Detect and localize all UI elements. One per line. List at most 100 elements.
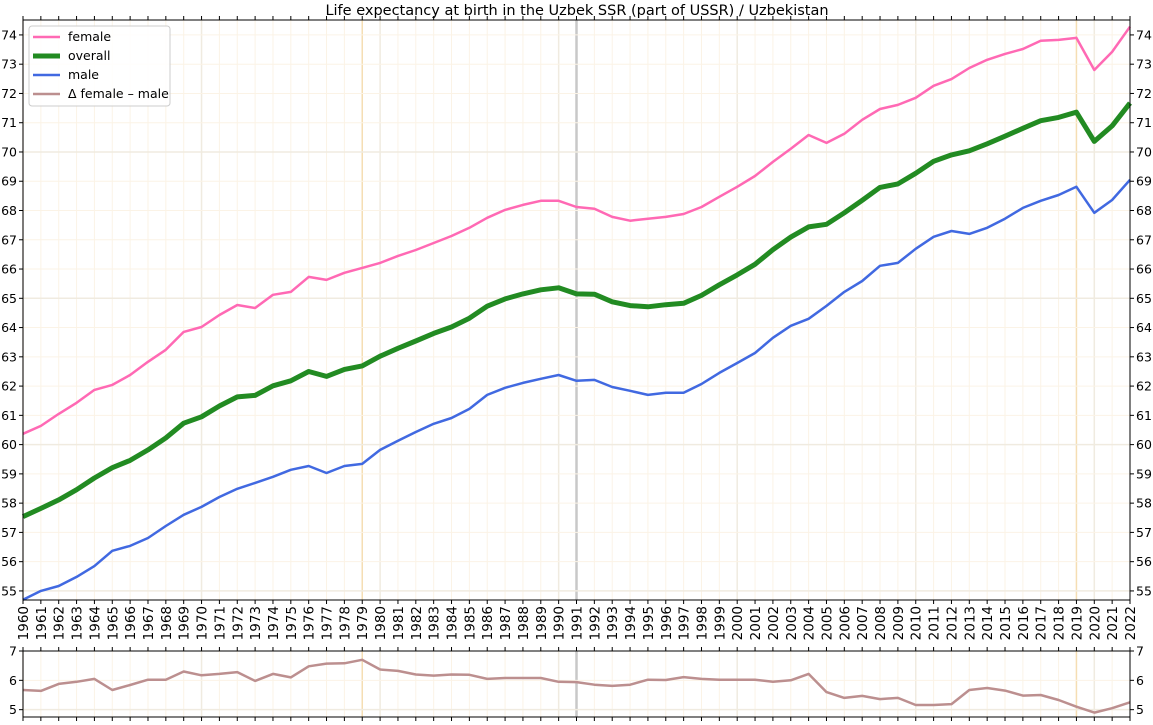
xtick-label-1966: 1966 <box>123 606 139 640</box>
xtick-label-2019: 2019 <box>1069 606 1085 640</box>
xtick-label-1974: 1974 <box>266 606 282 640</box>
xtick-label-1980: 1980 <box>373 606 389 640</box>
main-ytick-label-right: 66 <box>1136 262 1152 277</box>
xtick-label-1962: 1962 <box>52 606 68 640</box>
xtick-label-1998: 1998 <box>694 606 710 640</box>
main-ytick-label-right: 59 <box>1136 466 1152 481</box>
xtick-label-1977: 1977 <box>320 606 336 640</box>
legend-label-overall: overall <box>68 48 110 63</box>
xtick-label-1973: 1973 <box>248 606 264 640</box>
main-ytick-label-left: 63 <box>1 349 17 364</box>
delta-ytick-label-left: 6 <box>9 673 17 688</box>
xtick-label-1982: 1982 <box>409 606 425 640</box>
xtick-label-2000: 2000 <box>730 606 746 640</box>
xtick-label-1965: 1965 <box>105 606 121 640</box>
legend-label-delta: Δ female – male <box>68 86 169 101</box>
main-ytick-label-left: 62 <box>1 379 17 394</box>
xtick-label-1995: 1995 <box>641 606 657 640</box>
xtick-label-1999: 1999 <box>712 606 728 640</box>
main-ytick-label-left: 57 <box>1 525 17 540</box>
main-ytick-label-right: 74 <box>1136 27 1152 42</box>
xtick-label-2004: 2004 <box>802 606 818 640</box>
xtick-label-2012: 2012 <box>944 606 960 640</box>
main-ytick-label-left: 71 <box>1 115 17 130</box>
xtick-label-2017: 2017 <box>1034 606 1050 640</box>
xtick-label-1964: 1964 <box>87 606 103 640</box>
xtick-label-2001: 2001 <box>748 606 764 640</box>
xtick-label-1989: 1989 <box>534 606 550 640</box>
main-ytick-label-right: 64 <box>1136 320 1152 335</box>
main-ytick-label-right: 65 <box>1136 291 1152 306</box>
xtick-label-1986: 1986 <box>480 606 496 640</box>
main-ytick-label-right: 63 <box>1136 349 1152 364</box>
xtick-label-2011: 2011 <box>927 606 943 640</box>
xtick-label-2009: 2009 <box>891 606 907 640</box>
main-ytick-label-left: 65 <box>1 291 17 306</box>
main-ytick-label-right: 71 <box>1136 115 1152 130</box>
xtick-label-2014: 2014 <box>980 606 996 640</box>
xtick-label-1969: 1969 <box>177 606 193 640</box>
xtick-label-2003: 2003 <box>784 606 800 640</box>
xtick-label-2008: 2008 <box>873 606 889 640</box>
xtick-label-1997: 1997 <box>677 606 693 640</box>
xtick-label-1992: 1992 <box>587 606 603 640</box>
main-ytick-label-right: 72 <box>1136 86 1152 101</box>
xtick-label-2002: 2002 <box>766 606 782 640</box>
delta-ytick-label-left: 7 <box>9 644 17 659</box>
main-ytick-label-left: 64 <box>1 320 17 335</box>
xtick-label-1991: 1991 <box>570 606 586 640</box>
main-ytick-label-right: 55 <box>1136 583 1152 598</box>
xtick-label-1971: 1971 <box>212 606 228 640</box>
main-ytick-label-left: 69 <box>1 174 17 189</box>
xtick-label-2021: 2021 <box>1105 606 1121 640</box>
legend-label-male: male <box>68 67 99 82</box>
xtick-label-1983: 1983 <box>427 606 443 640</box>
xtick-label-1961: 1961 <box>34 606 50 640</box>
main-ytick-label-left: 72 <box>1 86 17 101</box>
xtick-label-1994: 1994 <box>623 606 639 640</box>
main-ytick-label-left: 70 <box>1 144 17 159</box>
xtick-label-2015: 2015 <box>998 606 1014 640</box>
main-ytick-label-left: 67 <box>1 232 17 247</box>
xtick-label-1975: 1975 <box>284 606 300 640</box>
main-ytick-label-left: 59 <box>1 466 17 481</box>
xtick-label-1970: 1970 <box>195 606 211 640</box>
main-ytick-label-right: 57 <box>1136 525 1152 540</box>
main-ytick-label-right: 69 <box>1136 174 1152 189</box>
main-ytick-label-left: 56 <box>1 554 17 569</box>
xtick-label-1976: 1976 <box>302 606 318 640</box>
xtick-label-1967: 1967 <box>141 606 157 640</box>
xtick-label-1978: 1978 <box>337 606 353 640</box>
main-ytick-label-left: 73 <box>1 57 17 72</box>
main-ytick-label-right: 67 <box>1136 232 1152 247</box>
legend-label-female: female <box>68 29 111 44</box>
xtick-label-2010: 2010 <box>909 606 925 640</box>
xtick-label-1981: 1981 <box>391 606 407 640</box>
xtick-label-2007: 2007 <box>855 606 871 640</box>
main-ytick-label-left: 60 <box>1 437 17 452</box>
main-ytick-label-right: 70 <box>1136 144 1152 159</box>
xtick-label-2020: 2020 <box>1087 606 1103 640</box>
xtick-label-2016: 2016 <box>1016 606 1032 640</box>
main-ytick-label-right: 73 <box>1136 57 1152 72</box>
xtick-label-1968: 1968 <box>159 606 175 640</box>
main-ytick-label-right: 62 <box>1136 379 1152 394</box>
main-ytick-label-right: 68 <box>1136 203 1152 218</box>
xtick-label-1963: 1963 <box>70 606 86 640</box>
xtick-label-1979: 1979 <box>355 606 371 640</box>
delta-ytick-label-right: 6 <box>1136 673 1144 688</box>
main-ytick-label-left: 74 <box>1 27 17 42</box>
xtick-label-1993: 1993 <box>605 606 621 640</box>
xtick-label-2018: 2018 <box>1052 606 1068 640</box>
main-ytick-label-left: 66 <box>1 262 17 277</box>
main-ytick-label-right: 58 <box>1136 496 1152 511</box>
delta-grid <box>23 651 1130 717</box>
xtick-label-1988: 1988 <box>516 606 532 640</box>
main-ytick-label-left: 61 <box>1 408 17 423</box>
delta-ytick-label-right: 5 <box>1136 702 1144 717</box>
xtick-label-2013: 2013 <box>962 606 978 640</box>
delta-ytick-label-left: 5 <box>9 702 17 717</box>
xtick-label-1990: 1990 <box>552 606 568 640</box>
main-ytick-label-left: 55 <box>1 583 17 598</box>
